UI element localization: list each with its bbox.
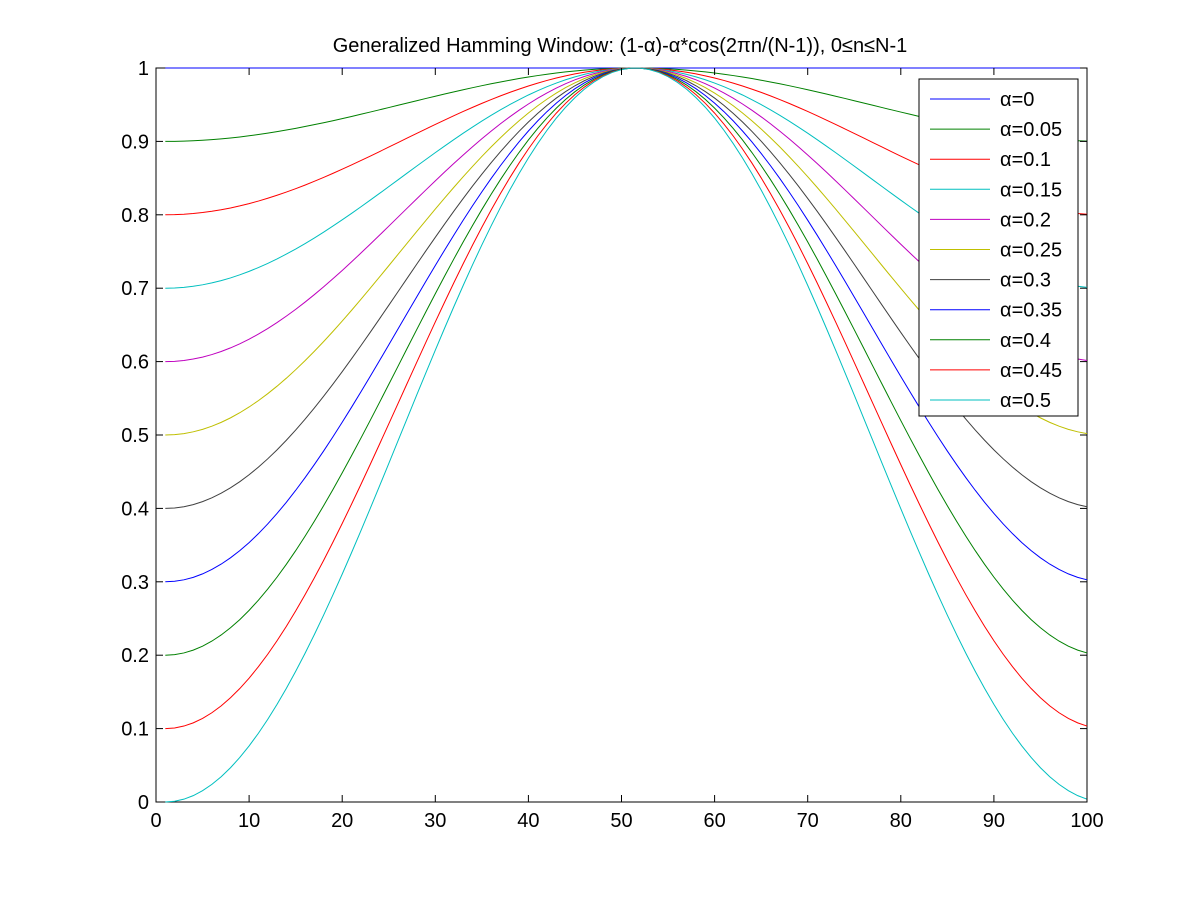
y-tick-label: 0 xyxy=(138,792,149,814)
legend-label-0: α=0 xyxy=(1000,89,1034,111)
legend-label-6: α=0.3 xyxy=(1000,270,1051,292)
y-tick-label: 0.1 xyxy=(121,719,149,741)
y-tick-label: 0.2 xyxy=(121,645,149,667)
y-tick-label: 0.5 xyxy=(121,425,149,447)
legend-label-7: α=0.35 xyxy=(1000,300,1062,322)
legend-label-2: α=0.1 xyxy=(1000,149,1051,171)
x-tick-label: 50 xyxy=(610,810,632,832)
legend-label-1: α=0.05 xyxy=(1000,119,1062,141)
legend-label-8: α=0.4 xyxy=(1000,330,1051,352)
x-tick-label: 20 xyxy=(331,810,353,832)
legend-box xyxy=(918,78,1079,417)
x-tick-label: 100 xyxy=(1070,810,1103,832)
legend-label-3: α=0.15 xyxy=(1000,179,1062,201)
y-tick-label: 0.4 xyxy=(121,498,149,520)
legend: α=0 α=0.05 α=0.1 α=0.15 α=0.2 α=0.25 α=0.3 α=0.… xyxy=(918,78,1079,417)
x-tick-label: 40 xyxy=(517,810,539,832)
legend-label-4: α=0.2 xyxy=(1000,209,1051,231)
x-tick-label: 30 xyxy=(424,810,446,832)
legend-label-10: α=0.5 xyxy=(1000,390,1051,412)
y-tick-label: 0.8 xyxy=(121,205,149,227)
y-tick-label: 1 xyxy=(138,58,149,80)
x-tick-label: 60 xyxy=(703,810,725,832)
legend-label-5: α=0.25 xyxy=(1000,240,1062,262)
series-line-10 xyxy=(165,67,1088,803)
axis-ticks: 0 10 20 30 40 50 60 70 80 90 100 0 0.1 0.2 0.3 0.4 0.5 0.… xyxy=(121,58,1104,832)
y-tick-label: 0.7 xyxy=(121,278,149,300)
x-tick-label: 70 xyxy=(797,810,819,832)
y-tick-label: 0.6 xyxy=(121,352,149,374)
legend-label-9: α=0.45 xyxy=(1000,360,1062,382)
x-tick-label: 80 xyxy=(890,810,912,832)
y-tick-label: 0.3 xyxy=(121,572,149,594)
chart-title: Generalized Hamming Window: (1-α)-α*cos(… xyxy=(333,35,908,57)
x-tick-label: 90 xyxy=(983,810,1005,832)
y-tick-label: 0.9 xyxy=(121,131,149,153)
x-tick-label: 10 xyxy=(238,810,260,832)
x-tick-label: 0 xyxy=(150,810,161,832)
